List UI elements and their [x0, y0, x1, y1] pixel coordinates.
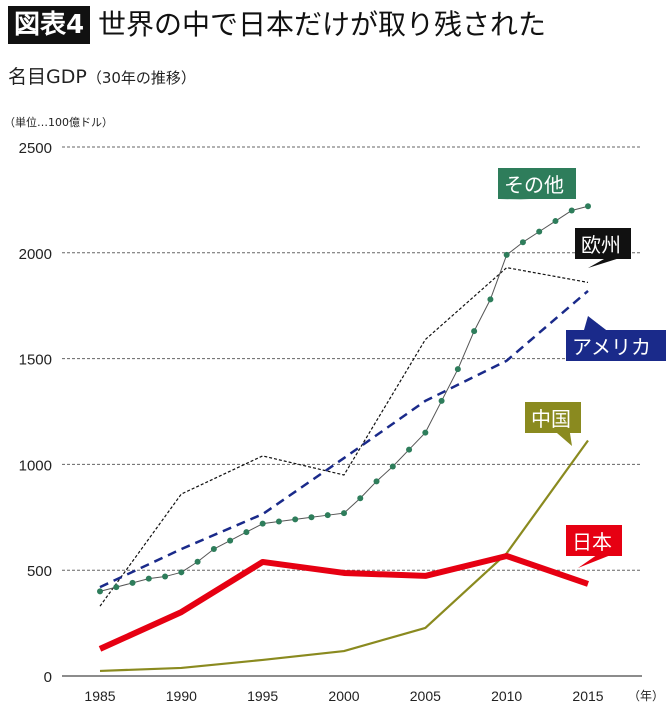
data-point — [422, 429, 429, 436]
data-point — [324, 512, 331, 519]
chart-subtitle: 名目GDP（30年の推移） — [8, 62, 196, 89]
x-tick-label: 1985 — [84, 688, 115, 704]
y-tick-label: 1000 — [19, 457, 52, 474]
label-pointer — [578, 555, 611, 568]
data-point — [487, 296, 494, 303]
data-point — [438, 397, 445, 404]
data-point — [568, 207, 575, 214]
data-point — [357, 495, 364, 502]
subtitle-note: （30年の推移） — [86, 69, 196, 87]
data-point — [210, 546, 217, 553]
x-tick-label: 2010 — [491, 688, 522, 704]
y-tick-label: 0 — [44, 669, 52, 686]
series-label-box — [575, 228, 631, 259]
series-label: アメリカ — [572, 335, 651, 359]
series-line-2 — [99, 289, 589, 589]
data-point — [373, 478, 380, 485]
x-tick-label: 2015 — [572, 688, 603, 704]
data-point — [308, 514, 315, 521]
series-line-0 — [99, 205, 589, 592]
series-label: 欧州 — [581, 233, 621, 257]
unit-label: （単位…100億ドル） — [4, 116, 113, 129]
series-label: 中国 — [531, 407, 571, 431]
label-pointer — [555, 432, 572, 446]
data-point — [129, 579, 136, 586]
series-label-box — [566, 330, 666, 361]
series-label-box — [525, 402, 581, 433]
data-point — [227, 537, 234, 544]
data-point — [162, 573, 169, 580]
data-point — [536, 228, 543, 235]
y-tick-label: 2500 — [19, 140, 52, 157]
y-tick-label: 2000 — [19, 246, 52, 263]
data-point — [145, 575, 152, 582]
x-tick-label: 2000 — [328, 688, 359, 704]
series-label: 日本 — [572, 530, 612, 554]
data-point — [97, 588, 103, 595]
data-point — [471, 328, 478, 335]
data-point — [389, 463, 396, 470]
data-point — [113, 584, 120, 591]
label-pointer — [588, 258, 620, 268]
series-line-1 — [99, 267, 589, 607]
series-line-4 — [98, 553, 589, 652]
data-point — [585, 203, 591, 210]
data-point — [259, 520, 266, 527]
data-point — [292, 516, 299, 523]
label-pointer — [584, 316, 606, 330]
x-tick-label: 1990 — [166, 688, 197, 704]
data-point — [178, 569, 185, 576]
series-label: その他 — [504, 173, 564, 197]
data-point — [503, 251, 510, 258]
chart-title: 世界の中で日本だけが取り残された — [98, 8, 547, 41]
data-point — [275, 518, 282, 525]
figure-badge: 図表4 — [8, 6, 91, 44]
series-label-box — [498, 168, 576, 199]
x-tick-label: 2005 — [410, 688, 441, 704]
y-tick-label: 1500 — [19, 352, 52, 369]
data-point — [406, 446, 413, 453]
data-point — [341, 510, 347, 517]
data-point — [552, 218, 559, 225]
subtitle-main: 名目GDP — [8, 66, 87, 88]
data-point — [454, 366, 461, 373]
data-point — [194, 558, 201, 565]
data-point — [243, 529, 250, 536]
x-axis-label: （年） — [628, 689, 664, 703]
y-tick-label: 500 — [27, 563, 52, 580]
data-point — [519, 239, 526, 246]
series-label-box — [566, 525, 622, 556]
x-tick-label: 1995 — [247, 688, 278, 704]
